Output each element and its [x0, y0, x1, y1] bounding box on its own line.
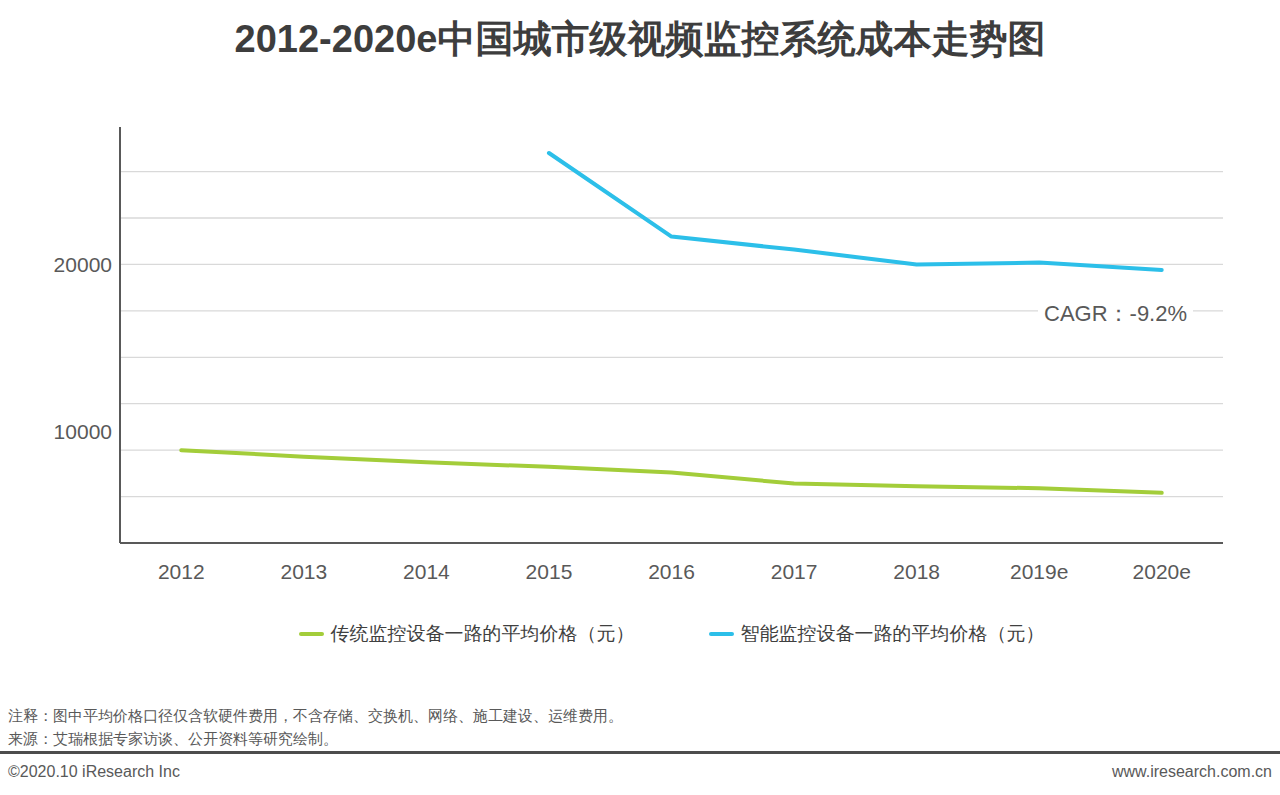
x-tick-label-2013: 2013 — [243, 560, 366, 584]
x-tick-label-2018: 2018 — [855, 560, 978, 584]
x-tick-label-2019e: 2019e — [978, 560, 1101, 584]
chart-legend: 传统监控设备一路的平均价格（元） 智能监控设备一路的平均价格（元） — [120, 621, 1223, 647]
legend-label-traditional: 传统监控设备一路的平均价格（元） — [331, 621, 635, 647]
footer-divider — [0, 751, 1280, 754]
page: 2012-2020e中国城市级视频监控系统成本走势图 20000 10000 2… — [0, 0, 1280, 795]
cagr-annotation: CAGR：-9.2% — [1038, 299, 1193, 329]
note-line: 注释：图中平均价格口径仅含软硬件费用，不含存储、交换机、网络、施工建设、运维费用… — [8, 704, 623, 727]
source-line: 来源：艾瑞根据专家访谈、公开资料等研究绘制。 — [8, 727, 623, 750]
series-line-traditional — [181, 450, 1161, 493]
x-axis-labels: 2012 2013 2014 2015 2016 2017 2018 2019e… — [120, 560, 1223, 584]
footer-copyright: ©2020.10 iResearch Inc — [8, 763, 180, 781]
x-tick-label-2020e: 2020e — [1101, 560, 1224, 584]
legend-label-smart: 智能监控设备一路的平均价格（元） — [741, 621, 1045, 647]
notes-block: 注释：图中平均价格口径仅含软硬件费用，不含存储、交换机、网络、施工建设、运维费用… — [8, 704, 623, 750]
x-tick-label-2012: 2012 — [120, 560, 243, 584]
legend-item-traditional: 传统监控设备一路的平均价格（元） — [299, 621, 635, 647]
x-tick-label-2016: 2016 — [610, 560, 733, 584]
y-tick-label-20000: 20000 — [0, 252, 112, 278]
x-tick-label-2017: 2017 — [733, 560, 856, 584]
series-line-smart — [549, 153, 1162, 270]
footer-url: www.iresearch.com.cn — [1112, 763, 1272, 781]
legend-swatch-smart — [709, 632, 734, 636]
line-chart-svg — [0, 0, 1280, 795]
legend-swatch-traditional — [299, 632, 324, 636]
x-tick-label-2015: 2015 — [488, 560, 611, 584]
y-tick-label-10000: 10000 — [0, 419, 112, 445]
x-tick-label-2014: 2014 — [365, 560, 488, 584]
legend-item-smart: 智能监控设备一路的平均价格（元） — [709, 621, 1045, 647]
